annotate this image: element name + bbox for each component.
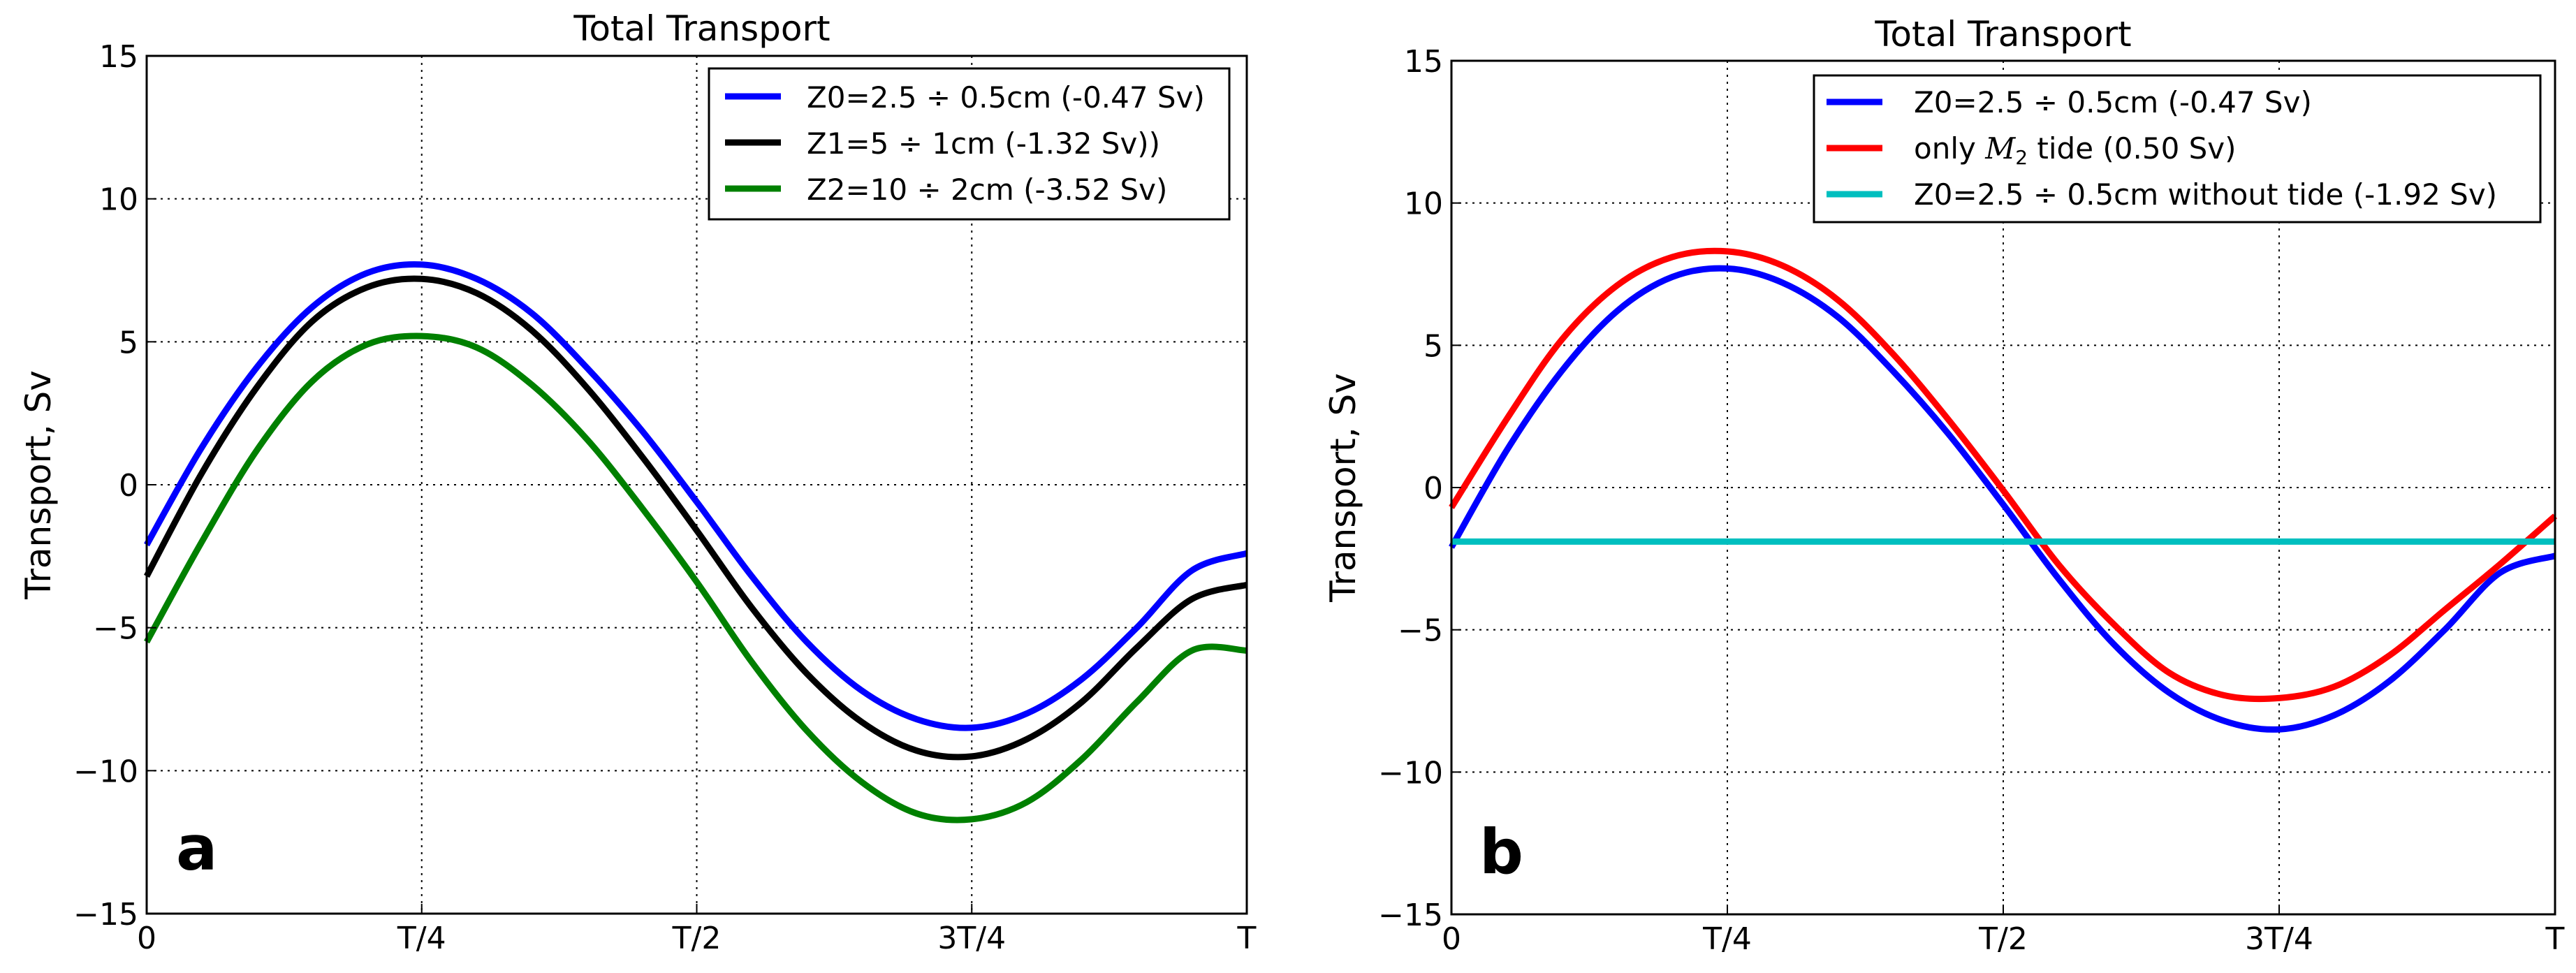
panel-a-xtick-label-3: 3T/4 (937, 921, 1006, 956)
legend-b-label-1: only M2 tide (0.50 Sv) (1914, 131, 2237, 169)
panel-b-label: b (1479, 816, 1523, 888)
panel-a-ytick-label-2: 5 (119, 325, 138, 360)
legend-b-label-1-subscript: 2 (2015, 146, 2028, 169)
panel-a-legend-box (708, 67, 1231, 221)
panel-a-xtick-label-2: T/2 (672, 921, 722, 956)
panel-a-legend: Z0=2.5 ÷ 0.5cm (-0.47 Sv) Z1=5 ÷ 1cm (-1… (708, 67, 1231, 221)
panel-a-ytick-label-3: 0 (119, 468, 138, 504)
panel-b-title: Total Transport (1874, 14, 2131, 54)
legend-a-label-0: Z0=2.5 ÷ 0.5cm (-0.47 Sv) (807, 80, 1205, 115)
panel-a-ylabel: Transport, Sv (18, 370, 59, 600)
panel-b-ytick-label-3: 0 (1424, 471, 1443, 506)
legend-b-label-2: Z0=2.5 ÷ 0.5cm without tide (-1.92 Sv) (1914, 177, 2497, 212)
panel-b-xtick-label-4: T (2545, 921, 2565, 957)
panel-a-ytick-label-4: −5 (93, 611, 138, 647)
panel-b: Total Transport 0 T/4 T/2 3T/4 T 15 10 5 0 −5 −10 −… (1323, 14, 2565, 957)
panel-b-ylabel: Transport, Sv (1323, 373, 1363, 603)
panel-b-ticks: 0 T/4 T/2 3T/4 T 15 10 5 0 −5 −10 −15 (1378, 44, 2564, 957)
panel-a-xtick-label-4: T (1237, 921, 1257, 956)
legend-a-label-1: Z1=5 ÷ 1cm (-1.32 Sv)) (807, 126, 1160, 161)
panel-a-ytick-label-1: 10 (99, 182, 138, 218)
panel-b-series-line-1 (1449, 247, 2557, 703)
panel-b-series-line-0 (1449, 265, 2556, 733)
panel-b-ytick-label-2: 5 (1424, 328, 1443, 364)
panel-a-ytick-label-0: 15 (99, 39, 138, 75)
panel-a-title: Total Transport (573, 8, 830, 49)
panel-b-legend-box (1813, 74, 2542, 224)
panel-a: Total Transport 0 T/4 T/2 3T/4 T 15 10 5 0 −5 −10 −… (18, 8, 1257, 956)
panel-a-series (144, 261, 1248, 824)
panel-b-ytick-label-6: −15 (1378, 898, 1443, 933)
panel-a-series-line-2 (144, 332, 1247, 824)
panel-a-ticks: 0 T/4 T/2 3T/4 T 15 10 5 0 −5 −10 −15 (73, 39, 1256, 956)
panel-a-series-line-0 (144, 261, 1248, 731)
panel-a-series-line-1 (144, 275, 1248, 761)
panel-a-label: a (176, 812, 217, 884)
panel-a-xtick-label-0: 0 (137, 921, 156, 956)
panel-b-series (1449, 247, 2557, 733)
panel-b-xtick-label-0: 0 (1442, 921, 1461, 957)
legend-b-label-1-prefix: only (1914, 131, 1985, 166)
legend-b-label-0: Z0=2.5 ÷ 0.5cm (-0.47 Sv) (1914, 85, 2312, 119)
legend-b-label-1-symbol: M (1984, 131, 2016, 166)
panel-a-ytick-label-5: −10 (73, 754, 138, 789)
panel-a-ytick-label-6: −15 (73, 897, 138, 932)
panel-b-xtick-label-2: T/2 (1978, 921, 2028, 957)
panel-b-ytick-label-1: 10 (1404, 186, 1443, 222)
panel-b-xtick-label-3: 3T/4 (2245, 921, 2313, 957)
panel-b-ytick-label-0: 15 (1404, 44, 1443, 80)
panel-b-ytick-label-4: −5 (1398, 613, 1443, 649)
panel-a-xtick-label-1: T/4 (397, 921, 446, 956)
panel-b-xtick-label-1: T/4 (1702, 921, 1752, 957)
panel-b-ytick-label-5: −10 (1378, 755, 1443, 791)
legend-b-label-1-suffix: tide (0.50 Sv) (2028, 131, 2237, 166)
panel-b-legend: Z0=2.5 ÷ 0.5cm (-0.47 Sv) only M2 tide (… (1813, 74, 2542, 224)
legend-a-label-2: Z2=10 ÷ 2cm (-3.52 Sv) (807, 173, 1167, 207)
